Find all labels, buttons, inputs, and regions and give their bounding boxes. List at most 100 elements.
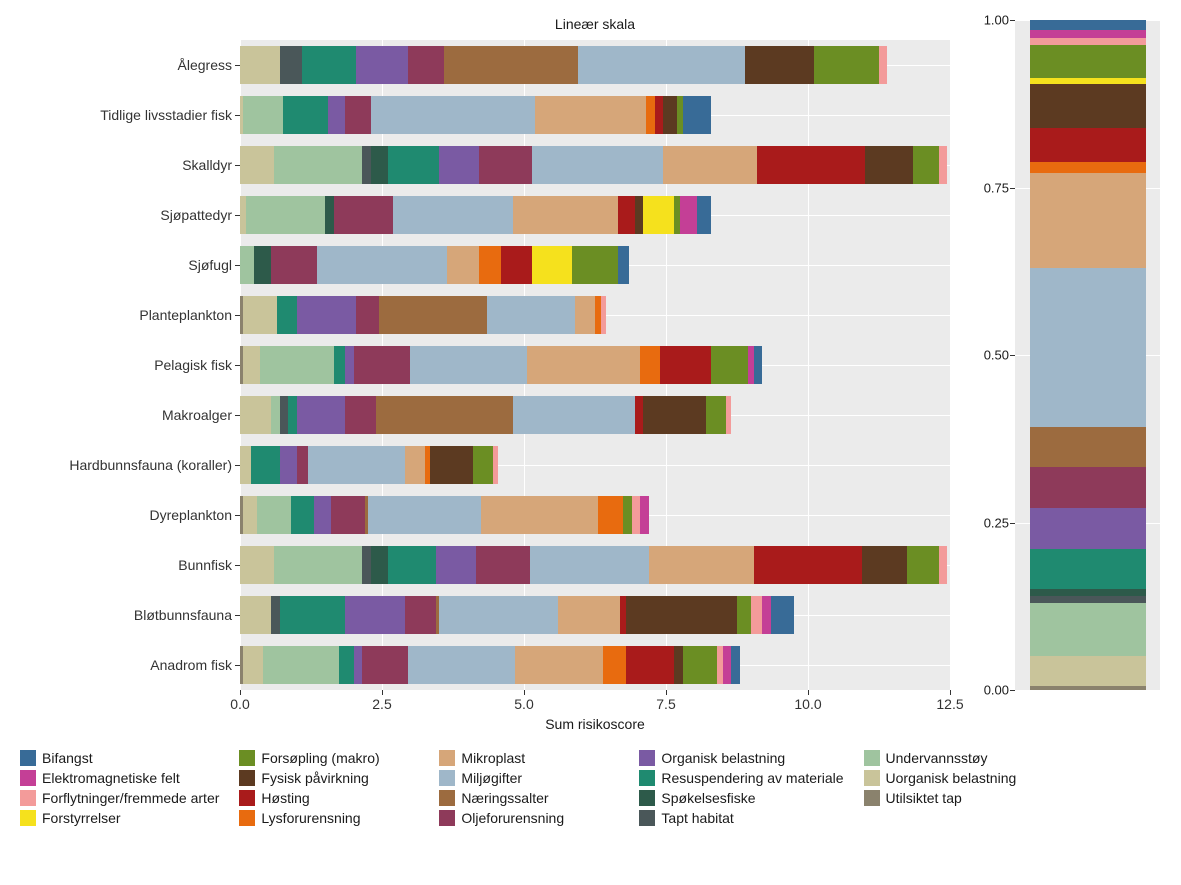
bar-segment — [345, 96, 371, 134]
bar-segment — [274, 546, 362, 584]
bar-segment — [527, 346, 641, 384]
legend-swatch — [864, 790, 880, 806]
legend-item: Næringssalter — [439, 790, 619, 806]
bar-segment — [240, 396, 271, 434]
column-segment — [1030, 549, 1146, 590]
bar-segment — [655, 96, 664, 134]
bar-segment — [393, 196, 512, 234]
legend-item: Oljeforurensning — [439, 810, 619, 826]
bar-segment — [277, 296, 297, 334]
bar-segment — [280, 446, 297, 484]
bar-row — [240, 646, 740, 684]
y-tick-label: Sjøfugl — [188, 257, 240, 273]
side-plot-area: Relativt bidrag til sum risikoscore 0.00… — [1015, 20, 1160, 690]
legend-item: Uorganisk belastning — [864, 770, 1044, 786]
legend-swatch — [20, 770, 36, 786]
y-tick-label: Hardbunnsfauna (koraller) — [69, 457, 240, 473]
y-tick-label: Dyreplankton — [150, 507, 241, 523]
legend-item: Forflytninger/fremmede arter — [20, 790, 219, 806]
bar-segment — [706, 396, 726, 434]
bar-segment — [334, 346, 345, 384]
bar-segment — [260, 346, 334, 384]
bar-segment — [439, 146, 479, 184]
bar-segment — [726, 396, 732, 434]
bar-segment — [376, 396, 512, 434]
main-x-axis-title: Sum risikoscore — [545, 716, 645, 732]
bar-segment — [345, 346, 354, 384]
bar-segment — [371, 146, 388, 184]
legend-item: Miljøgifter — [439, 770, 619, 786]
bar-segment — [280, 596, 345, 634]
y-tick-label: 1.00 — [984, 13, 1015, 28]
bar-segment — [354, 646, 363, 684]
legend-swatch — [639, 790, 655, 806]
bar-segment — [339, 646, 353, 684]
bar-segment — [240, 246, 254, 284]
bar-segment — [291, 496, 314, 534]
bar-segment — [762, 596, 771, 634]
bar-segment — [240, 146, 274, 184]
bar-segment — [271, 396, 280, 434]
main-plot-area: Sum risikoscore 0.02.55.07.510.012.5Åleg… — [240, 40, 950, 690]
legend-label: Mikroplast — [461, 750, 525, 766]
bar-segment — [618, 246, 629, 284]
bar-row — [240, 146, 947, 184]
bar-segment — [436, 546, 476, 584]
legend-item: Høsting — [239, 790, 419, 806]
legend-item: Organisk belastning — [639, 750, 843, 766]
legend-item: Resuspendering av materiale — [639, 770, 843, 786]
bar-segment — [626, 596, 737, 634]
legend-label: Fysisk påvirkning — [261, 770, 368, 786]
bar-segment — [243, 646, 263, 684]
bar-segment — [240, 446, 251, 484]
bar-row — [240, 546, 947, 584]
bar-segment — [683, 96, 711, 134]
bar-segment — [263, 646, 340, 684]
legend-item: Bifangst — [20, 750, 219, 766]
bar-segment — [271, 246, 316, 284]
y-tick-label: Bløtbunnsfauna — [134, 607, 240, 623]
legend-label: Forflytninger/fremmede arter — [42, 790, 219, 806]
bar-segment — [331, 496, 365, 534]
x-tick-label: 10.0 — [794, 690, 821, 712]
y-tick-label: Makroalger — [162, 407, 240, 423]
bar-segment — [572, 246, 617, 284]
y-tick-label: Bunnfisk — [178, 557, 240, 573]
y-tick-label: 0.50 — [984, 348, 1015, 363]
bar-segment — [243, 496, 257, 534]
gridline — [950, 40, 951, 690]
bar-segment — [368, 496, 482, 534]
bar-segment — [288, 396, 297, 434]
legend-label: Uorganisk belastning — [886, 770, 1017, 786]
x-tick-label: 2.5 — [372, 690, 391, 712]
bar-segment — [371, 546, 388, 584]
bar-segment — [280, 46, 303, 84]
bar-segment — [530, 546, 649, 584]
bar-segment — [751, 596, 762, 634]
legend-swatch — [639, 810, 655, 826]
column-segment — [1030, 508, 1146, 549]
legend-swatch — [239, 810, 255, 826]
stacked-column — [1030, 20, 1146, 690]
bar-segment — [243, 346, 260, 384]
legend-item: Spøkelsesfiske — [639, 790, 843, 806]
column-segment — [1030, 268, 1146, 427]
y-tick-label: 0.75 — [984, 180, 1015, 195]
y-tick-label: Planteplankton — [139, 307, 240, 323]
column-segment — [1030, 656, 1146, 686]
main-chart: Lineær skala Sum risikoscore 0.02.55.07.… — [10, 10, 950, 740]
bar-row — [240, 246, 629, 284]
bar-segment — [711, 346, 748, 384]
y-tick-label: 0.25 — [984, 515, 1015, 530]
column-segment — [1030, 162, 1146, 174]
bar-segment — [618, 196, 635, 234]
bar-segment — [345, 596, 405, 634]
bar-segment — [674, 646, 683, 684]
legend-swatch — [239, 770, 255, 786]
bar-segment — [439, 596, 558, 634]
bar-segment — [487, 296, 575, 334]
bar-segment — [283, 96, 328, 134]
x-tick-label: 5.0 — [514, 690, 533, 712]
bar-segment — [297, 396, 345, 434]
legend-label: Utilsiktet tap — [886, 790, 962, 806]
